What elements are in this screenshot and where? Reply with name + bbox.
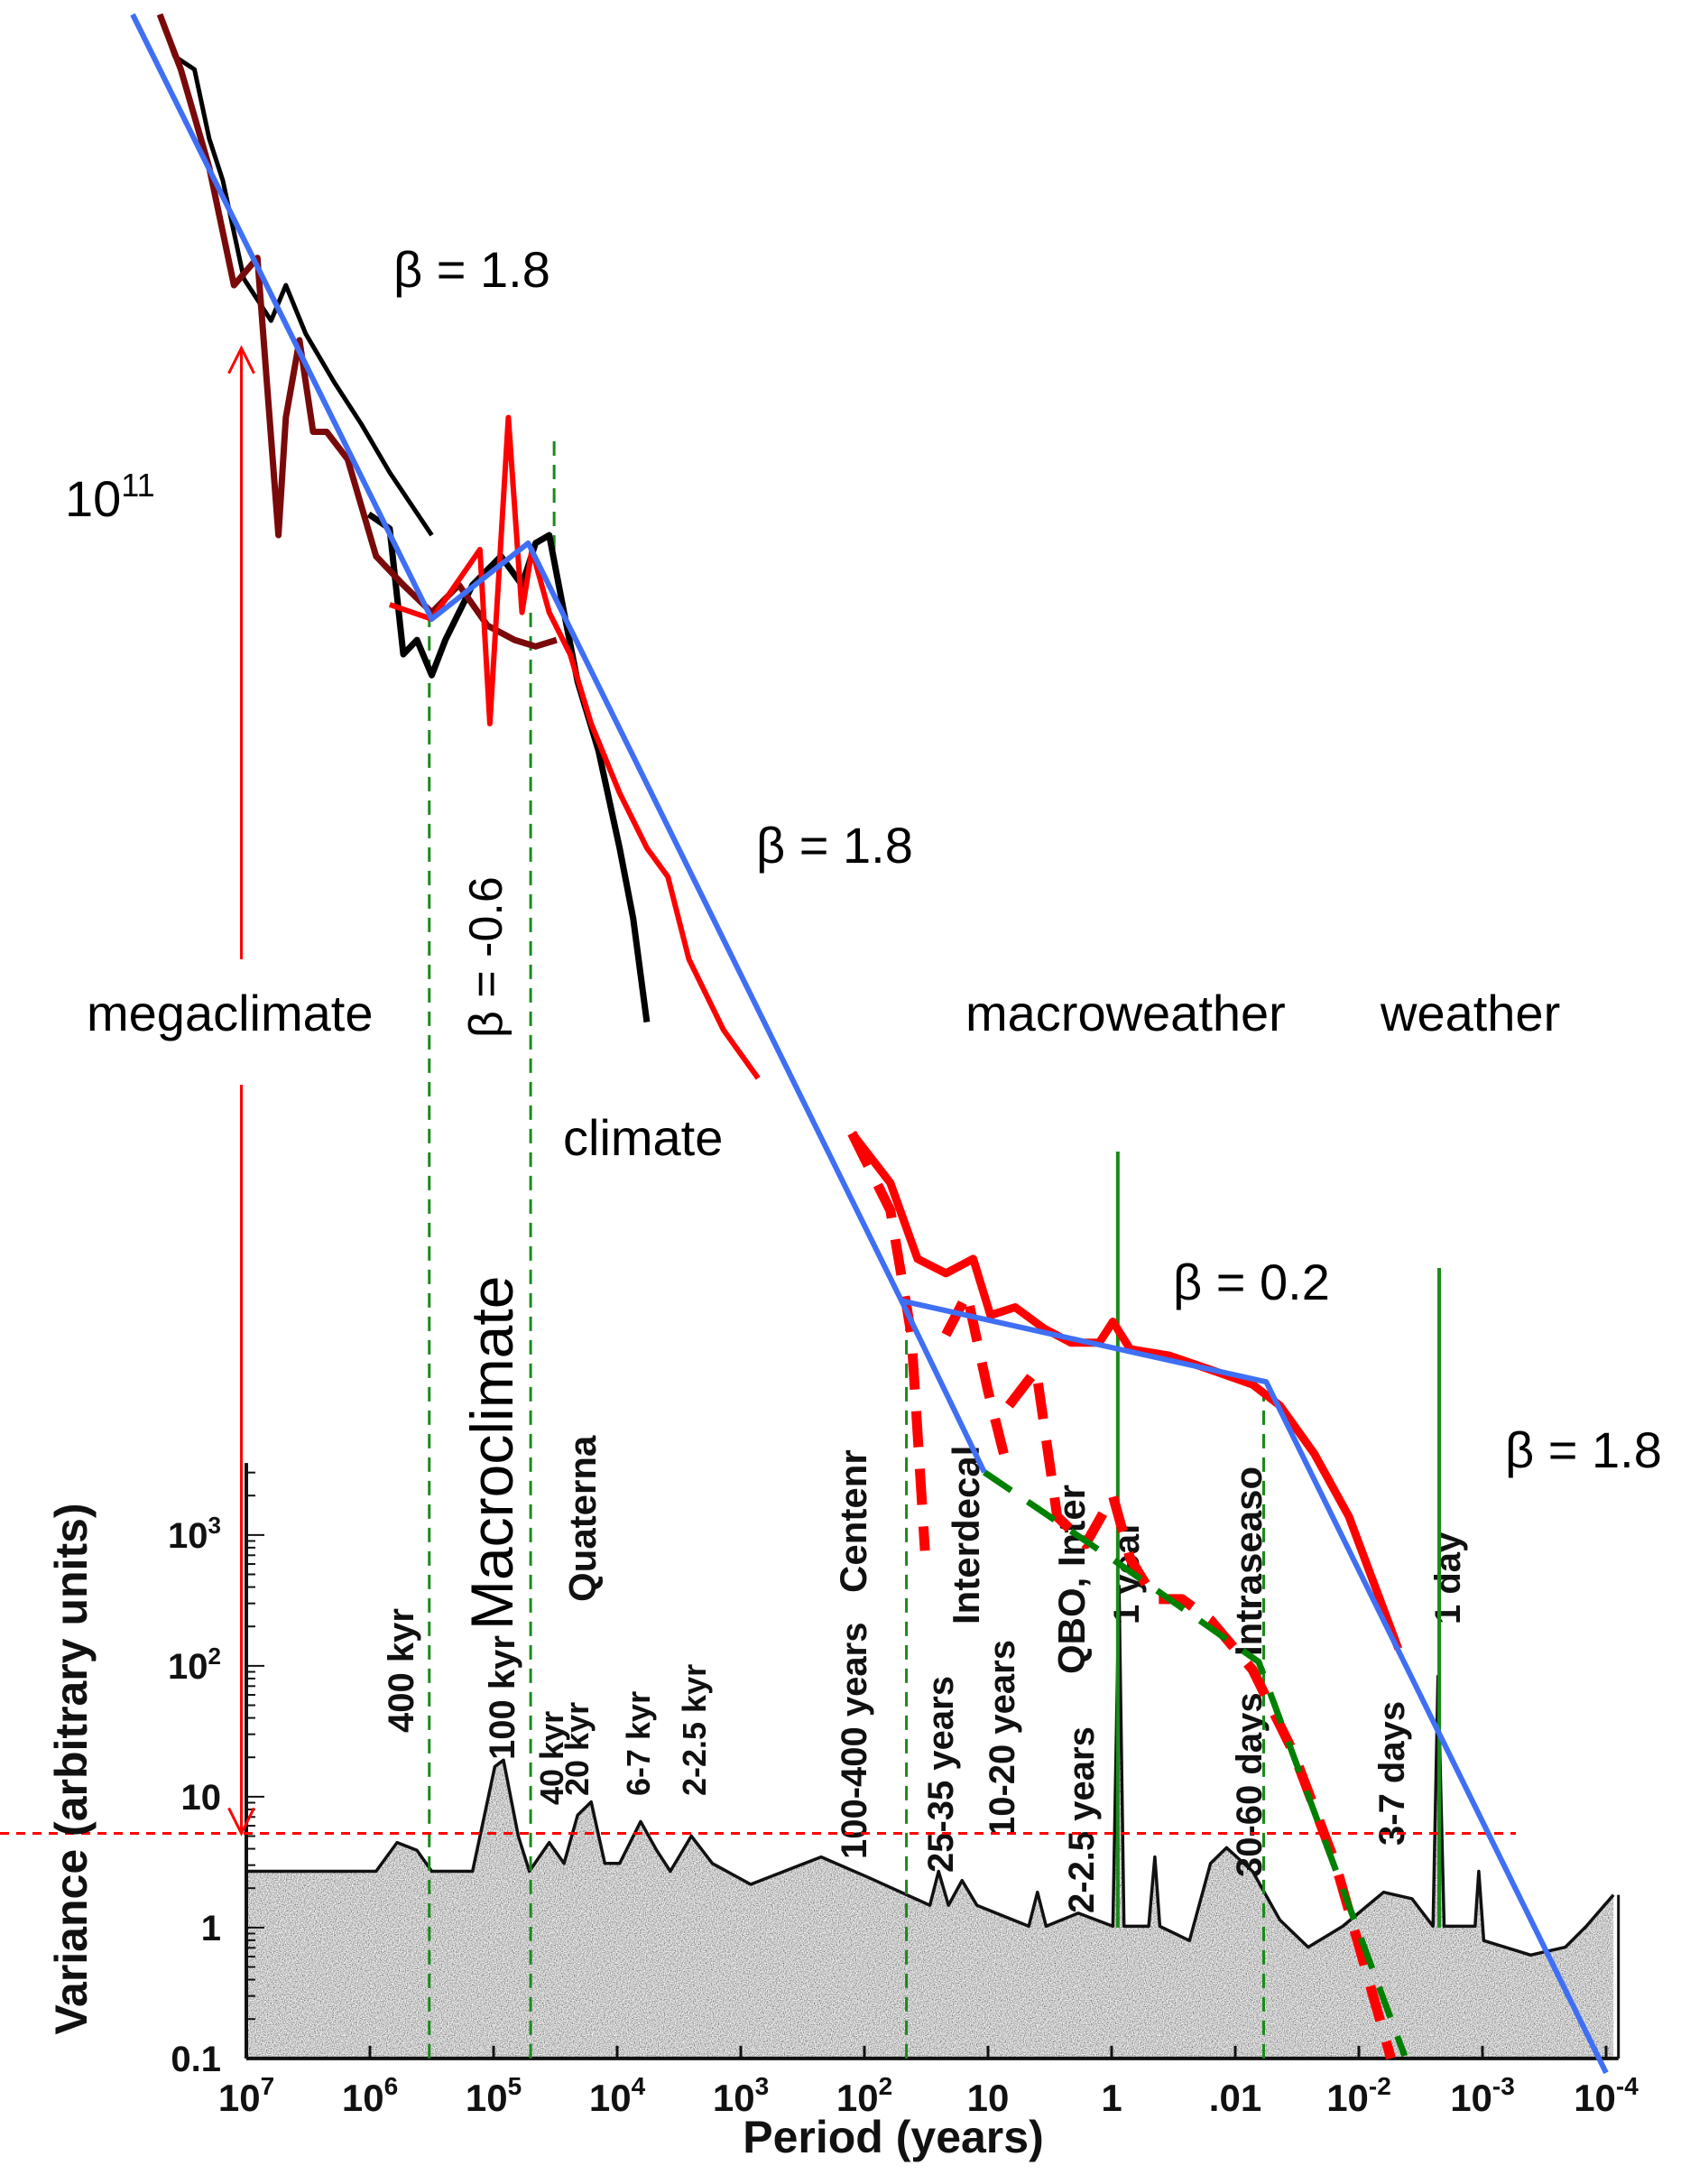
macroclimate-label: Macroclimate: [458, 1276, 525, 1630]
annotations: β = 1.8 1011 β = -0.6 β = 1.8 megaclimat…: [65, 241, 1662, 1630]
label-25-35-years: 25-35 years: [921, 1676, 961, 1873]
label-3-7-days: 3-7 days: [1372, 1701, 1412, 1846]
green-dashed-series: [982, 1469, 1408, 2058]
lower-panel-axes: 107 106 105 104 103 102 10 1.01 10-2 10-3 10-40.11…: [168, 1463, 1639, 2119]
beta-megaclimate-top: β = 1.8: [393, 241, 550, 298]
x-tick-base: 10: [218, 2077, 261, 2119]
beta-weather: β = 1.8: [1505, 1421, 1662, 1478]
x-tick-base: 10: [1450, 2077, 1492, 2119]
label-40-kyr: 40 kyr: [533, 1711, 570, 1805]
y-tick-label: 10: [181, 1778, 222, 1818]
reference-lines: [0, 345, 1516, 2059]
y-tick-label: 1: [201, 1909, 221, 1948]
x-tick-exponent: -2: [1369, 2072, 1391, 2100]
beta-climate: β = 1.8: [756, 817, 913, 874]
label-centennial: Centenr: [832, 1449, 874, 1593]
arrow-down-icon: [227, 1807, 255, 1837]
label-100-400-years: 100-400 years: [835, 1623, 874, 1859]
y-tick-label: 103: [168, 1512, 221, 1556]
arrow-up-icon: [227, 345, 255, 375]
y-tick-base: 10: [168, 1516, 208, 1556]
x-tick-label: .01: [1209, 2077, 1261, 2119]
red-dashed-series-c: [1004, 1365, 1396, 2060]
label-quaternary: Quaterna: [561, 1435, 604, 1602]
data-series: [130, 13, 1609, 2075]
background-variance-spectrum: [246, 1584, 1615, 1957]
blue-fit-line: [130, 13, 1609, 2075]
x-tick-base: 10: [589, 2077, 632, 2119]
x-tick-label: 107: [218, 2072, 274, 2119]
climate-label: climate: [563, 1109, 723, 1166]
x-tick-label: 10-4: [1574, 2072, 1639, 2119]
eleven-exponent: 11: [121, 467, 154, 504]
x-tick-label: 10-2: [1326, 2072, 1391, 2119]
megaclimate-label: megaclimate: [87, 985, 373, 1041]
x-axis-title: Period (years): [743, 2112, 1043, 2162]
label-10-20-years: 10-20 years: [983, 1640, 1022, 1837]
x-tick-base: 10: [1326, 2077, 1369, 2119]
x-tick-base: 10: [342, 2077, 384, 2119]
spectrum-layer: [246, 1584, 1615, 2072]
x-tick-exponent: 2: [879, 2072, 893, 2100]
x-tick-exponent: 7: [261, 2072, 275, 2100]
blue-fit-branch: [899, 1299, 987, 1474]
x-tick-exponent: 4: [632, 2072, 646, 2100]
red-dashed-series-a: [847, 1131, 930, 1551]
label-6-7-kyr: 6-7 kyr: [620, 1691, 657, 1796]
beta-macroweather: β = 0.2: [1173, 1254, 1330, 1310]
x-tick-base: 1: [1101, 2077, 1122, 2119]
x-tick-label: 106: [342, 2072, 398, 2119]
x-tick-label: 10: [967, 2077, 1010, 2119]
x-tick-base: 10: [836, 2077, 879, 2119]
x-tick-base: 10: [466, 2077, 508, 2119]
dark-red-series: [156, 13, 558, 650]
x-tick-label: 105: [466, 2072, 522, 2119]
x-tick-exponent: -4: [1616, 2072, 1639, 2100]
ten-base: 10: [65, 470, 121, 527]
ten-to-eleven-label: 1011: [65, 467, 155, 527]
x-tick-label: 102: [836, 2072, 892, 2119]
x-tick-exponent: 6: [384, 2072, 399, 2100]
x-tick-label: 103: [713, 2072, 769, 2119]
x-tick-base: 10: [713, 2077, 755, 2119]
red-series-2: [848, 1130, 1403, 1651]
x-tick-base: .01: [1209, 2077, 1261, 2119]
label-1-day: 1 day: [1428, 1532, 1468, 1624]
label-20-kyr: 20 kyr: [559, 1702, 596, 1796]
x-tick-exponent: -3: [1492, 2072, 1515, 2100]
y-tick-base: 10: [168, 1647, 208, 1687]
x-tick-label: 104: [589, 2072, 646, 2119]
label-2-2-5-kyr: 2-2.5 kyr: [676, 1664, 713, 1796]
y-tick-base: 10: [181, 1778, 222, 1818]
x-tick-label: 1: [1101, 2077, 1122, 2119]
y-tick-base: 1: [201, 1909, 221, 1948]
x-tick-label: 10-3: [1450, 2072, 1515, 2119]
y-tick-label: 102: [168, 1643, 221, 1687]
y-tick-label: 0.1: [171, 2040, 221, 2079]
y-tick-base: 0.1: [171, 2040, 221, 2079]
label-interdecadal: Interdecal: [945, 1446, 987, 1624]
x-tick-base: 10: [1574, 2077, 1616, 2119]
x-tick-exponent: 3: [755, 2072, 770, 2100]
peak-labels: 400 kyr 100 kyr 40 kyr 20 kyr 6-7 kyr 2-…: [382, 1435, 1468, 1913]
red-series-1: [388, 414, 761, 1080]
macroweather-label: macroweather: [965, 985, 1286, 1041]
x-tick-base: 10: [967, 2077, 1010, 2119]
y-tick-exponent: 3: [208, 1512, 221, 1539]
weather-label: weather: [1380, 985, 1560, 1041]
label-400-kyr: 400 kyr: [382, 1608, 421, 1733]
x-tick-exponent: 5: [508, 2072, 522, 2100]
label-100-kyr: 100 kyr: [483, 1635, 522, 1760]
beta-macroclimate: β = -0.6: [460, 876, 513, 1038]
y-axis-title: Variance (arbitrary units): [46, 1503, 97, 2034]
y-tick-exponent: 2: [208, 1643, 221, 1670]
black-series-1: [157, 14, 434, 537]
label-2-2-5-years: 2-2.5 years: [1062, 1726, 1102, 1913]
spectrum-fill: [246, 1586, 1614, 2072]
